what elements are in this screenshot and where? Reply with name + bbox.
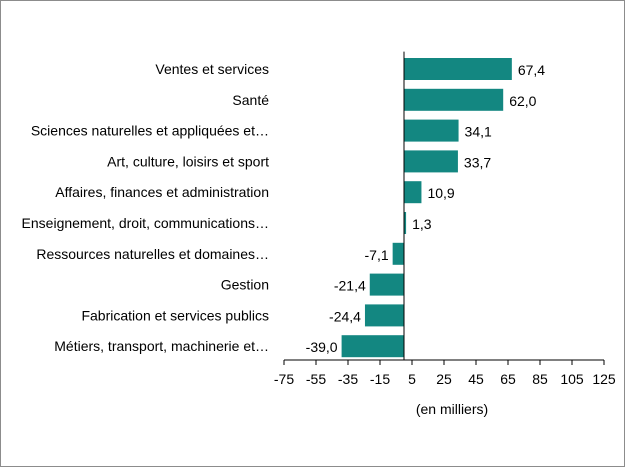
bar [369,273,404,296]
data-label: 67,4 [518,62,545,78]
x-tick-label: -75 [274,371,294,387]
category-label: Ressources naturelles et domaines… [36,246,269,262]
x-tick-label: 85 [532,371,548,387]
data-label: -39,0 [306,339,338,355]
bar [404,150,458,173]
category-label: Santé [232,92,269,108]
x-axis: -75 -55 -35 -15 5 25 45 65 85 105 125 [274,51,616,387]
labels-layer: Ventes et services 67,4 Santé 62,0 Sciences … [22,61,546,355]
data-label: -7,1 [365,247,389,263]
data-label: 34,1 [465,124,492,140]
data-label: -24,4 [329,308,361,324]
bar [404,181,422,204]
category-label: Enseignement, droit, communications… [22,215,269,231]
x-tick-label: 45 [468,371,484,387]
x-tick-label: 65 [500,371,516,387]
category-label: Affaires, finances et administration [55,184,269,200]
x-tick-label: 105 [560,371,584,387]
category-label: Ventes et services [155,61,269,77]
bar [404,58,512,80]
x-tick-label: 25 [436,371,452,387]
bar [404,88,504,111]
data-label: -21,4 [334,278,366,294]
data-label: 1,3 [412,216,432,232]
bar [404,119,459,142]
category-label: Art, culture, loisirs et sport [107,153,269,169]
bar [341,335,404,358]
x-tick-label: -35 [338,371,358,387]
category-label: Sciences naturelles et appliquées et… [31,123,269,139]
bar [392,242,404,265]
bars-layer [341,58,512,358]
x-tick-label: 5 [408,371,416,387]
x-tick-label: -55 [306,371,326,387]
data-label: 33,7 [464,154,491,170]
x-tick-label: 125 [592,371,616,387]
bar [404,212,407,234]
x-axis-title: (en milliers) [416,401,488,417]
data-label: 10,9 [427,185,454,201]
x-tick-label: -15 [370,371,390,387]
bar [364,304,404,327]
category-label: Gestion [221,277,269,293]
category-label: Métiers, transport, machinerie et… [54,338,269,354]
category-label: Fabrication et services publics [81,307,269,323]
data-label: 62,0 [509,93,536,109]
